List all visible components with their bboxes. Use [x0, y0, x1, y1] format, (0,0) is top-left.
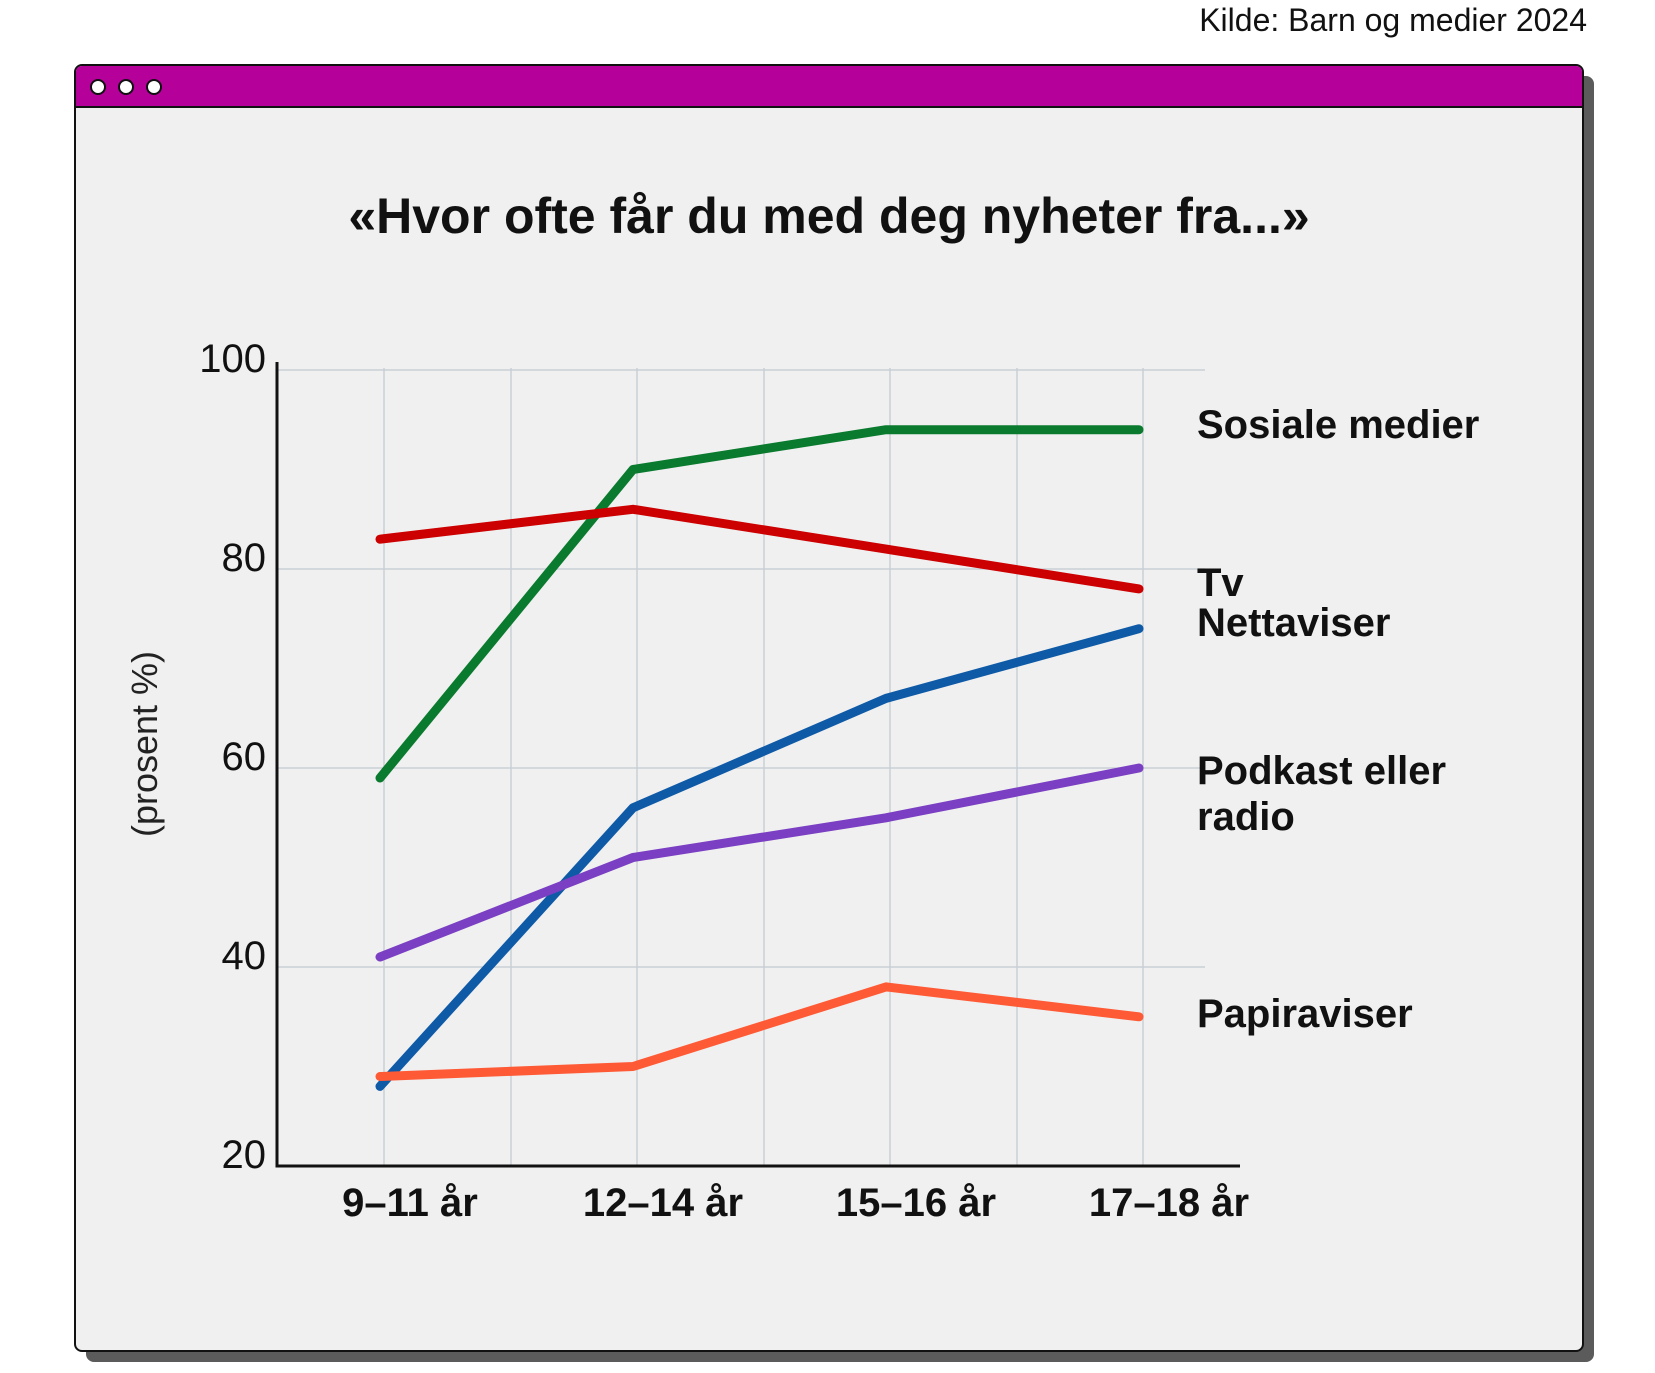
- y-tick-label: 20: [222, 1133, 267, 1177]
- chart-title: «Hvor ofte får du med deg nyheter fra...…: [348, 188, 1310, 244]
- source-note: Kilde: Barn og medier 2024: [1199, 2, 1587, 38]
- series-line: [375, 425, 1144, 783]
- series-label: Tv: [1197, 561, 1244, 605]
- window-titlebar: [76, 66, 1582, 108]
- x-tick-label: 15–16 år: [836, 1181, 996, 1225]
- series-line: [375, 763, 1144, 962]
- y-tick-label: 80: [222, 536, 267, 580]
- series-line: [375, 982, 1144, 1081]
- series-line: [375, 504, 1144, 594]
- series-label: Papiraviser: [1197, 992, 1413, 1036]
- x-tick-label: 9–11 år: [342, 1181, 478, 1225]
- window-dot-icon: [118, 79, 134, 95]
- x-tick-label: 12–14 år: [583, 1181, 743, 1225]
- series-line: [375, 624, 1144, 1091]
- series-label: Sosiale medier: [1197, 403, 1479, 447]
- y-tick-label: 40: [222, 934, 267, 978]
- window-dot-icon: [90, 79, 106, 95]
- series-label: Nettaviser: [1197, 601, 1390, 645]
- y-tick-label: 100: [199, 337, 266, 381]
- x-tick-label: 17–18 år: [1089, 1181, 1249, 1225]
- series-label: Podkast eller: [1197, 749, 1446, 793]
- window-dot-icon: [146, 79, 162, 95]
- y-axis-title: (prosent %): [124, 651, 165, 837]
- series-label: radio: [1197, 795, 1295, 839]
- chart-window: «Hvor ofte får du med deg nyheter fra...…: [74, 64, 1584, 1352]
- y-tick-label: 60: [222, 735, 267, 779]
